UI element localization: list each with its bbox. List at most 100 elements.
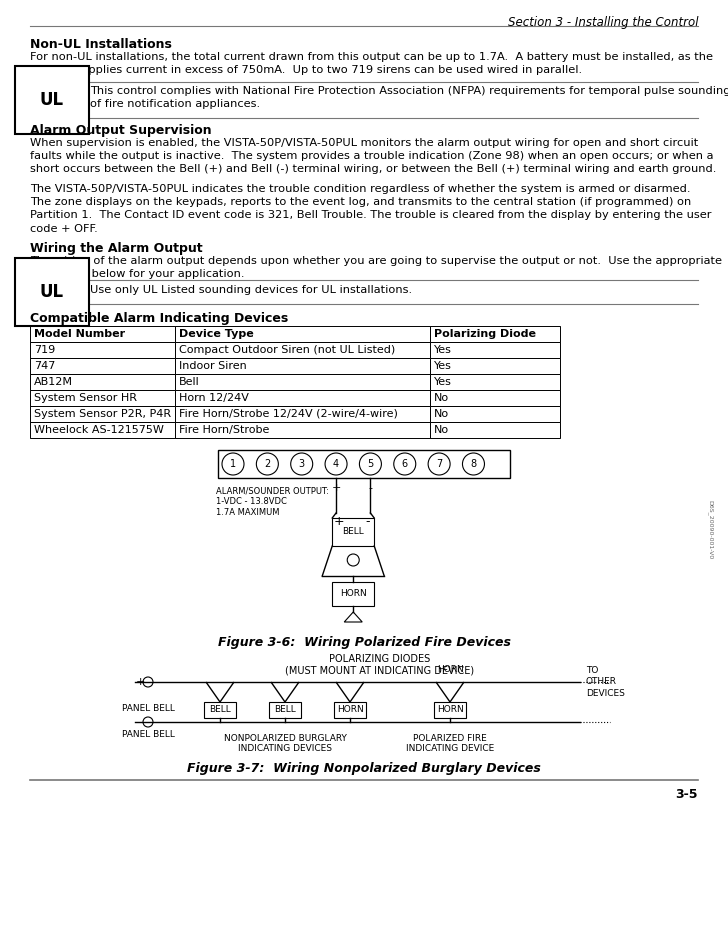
Text: This control complies with National Fire Protection Association (NFPA) requireme: This control complies with National Fire… <box>90 86 728 109</box>
Text: Compatible Alarm Indicating Devices: Compatible Alarm Indicating Devices <box>30 312 288 325</box>
Circle shape <box>325 453 347 475</box>
Text: No: No <box>434 425 449 435</box>
Circle shape <box>143 677 153 687</box>
Bar <box>30 406 175 422</box>
Circle shape <box>256 453 278 475</box>
Text: The wiring of the alarm output depends upon whether you are going to supervise t: The wiring of the alarm output depends u… <box>30 256 722 279</box>
Polygon shape <box>344 612 363 622</box>
Text: Yes: Yes <box>434 345 452 355</box>
Text: No: No <box>434 393 449 403</box>
Bar <box>430 374 560 390</box>
Circle shape <box>394 453 416 475</box>
Text: PANEL BELL: PANEL BELL <box>122 730 175 739</box>
Bar <box>30 390 175 406</box>
Bar <box>334 702 366 718</box>
Text: HORN: HORN <box>336 705 363 715</box>
Text: HORN: HORN <box>437 705 464 715</box>
Text: D6S_20090-001-V0: D6S_20090-001-V0 <box>707 501 713 559</box>
Circle shape <box>462 453 484 475</box>
Text: 2: 2 <box>264 459 271 469</box>
Circle shape <box>428 453 450 475</box>
Text: When supervision is enabled, the VISTA-50P/VISTA-50PUL monitors the alarm output: When supervision is enabled, the VISTA-5… <box>30 138 716 174</box>
Bar <box>332 582 374 606</box>
Circle shape <box>290 453 313 475</box>
Text: Wiring the Alarm Output: Wiring the Alarm Output <box>30 242 202 255</box>
Text: -: - <box>365 515 370 528</box>
Text: -: - <box>368 483 373 493</box>
Text: BELL: BELL <box>342 527 364 537</box>
Text: 3-5: 3-5 <box>676 788 698 801</box>
Text: Fire Horn/Strobe: Fire Horn/Strobe <box>179 425 269 435</box>
Bar <box>332 518 374 546</box>
Bar <box>30 422 175 438</box>
Circle shape <box>347 554 359 566</box>
Bar <box>175 326 430 342</box>
Text: HORN: HORN <box>437 665 464 674</box>
Text: BELL: BELL <box>209 705 231 715</box>
Bar <box>30 358 175 374</box>
Text: +: + <box>331 483 341 493</box>
Text: Figure 3-6:  Wiring Polarized Fire Devices: Figure 3-6: Wiring Polarized Fire Device… <box>218 636 510 649</box>
Text: Figure 3-7:  Wiring Nonpolarized Burglary Devices: Figure 3-7: Wiring Nonpolarized Burglary… <box>187 762 541 775</box>
Text: 5: 5 <box>368 459 373 469</box>
Circle shape <box>222 453 244 475</box>
Text: UL: UL <box>40 283 64 301</box>
Text: Indoor Siren: Indoor Siren <box>179 361 247 371</box>
Text: ALARM/SOUNDER OUTPUT:
1-VDC - 13.8VDC
1.7A MAXIMUM: ALARM/SOUNDER OUTPUT: 1-VDC - 13.8VDC 1.… <box>216 486 329 517</box>
Text: System Sensor P2R, P4R: System Sensor P2R, P4R <box>34 409 171 419</box>
Text: +: + <box>135 677 145 687</box>
Text: Model Number: Model Number <box>34 329 125 339</box>
Text: The VISTA-50P/VISTA-50PUL indicates the trouble condition regardless of whether : The VISTA-50P/VISTA-50PUL indicates the … <box>30 184 711 234</box>
Text: Section 3 - Installing the Control: Section 3 - Installing the Control <box>507 16 698 29</box>
Circle shape <box>360 453 381 475</box>
Bar <box>175 358 430 374</box>
Text: +: + <box>334 515 344 528</box>
Text: PANEL BELL: PANEL BELL <box>122 704 175 713</box>
Bar <box>218 450 510 478</box>
Bar <box>30 326 175 342</box>
Text: POLARIZING DIODES
(MUST MOUNT AT INDICATING DEVICE): POLARIZING DIODES (MUST MOUNT AT INDICAT… <box>285 654 475 675</box>
Bar <box>430 326 560 342</box>
Bar <box>269 702 301 718</box>
Text: For non-UL installations, the total current drawn from this output can be up to : For non-UL installations, the total curr… <box>30 52 713 75</box>
Text: 3: 3 <box>298 459 305 469</box>
Bar <box>204 702 236 718</box>
Circle shape <box>143 717 153 727</box>
Text: Wheelock AS-121575W: Wheelock AS-121575W <box>34 425 164 435</box>
Bar <box>175 342 430 358</box>
Bar <box>30 342 175 358</box>
Text: HORN: HORN <box>340 589 367 599</box>
Text: Compact Outdoor Siren (not UL Listed): Compact Outdoor Siren (not UL Listed) <box>179 345 395 355</box>
Text: 6: 6 <box>402 459 408 469</box>
Bar <box>175 374 430 390</box>
Text: 1: 1 <box>230 459 236 469</box>
Text: UL: UL <box>40 91 64 109</box>
Text: Alarm Output Supervision: Alarm Output Supervision <box>30 124 212 137</box>
Bar <box>175 422 430 438</box>
Text: Fire Horn/Strobe 12/24V (2-wire/4-wire): Fire Horn/Strobe 12/24V (2-wire/4-wire) <box>179 409 398 419</box>
Text: 719: 719 <box>34 345 55 355</box>
Text: System Sensor HR: System Sensor HR <box>34 393 137 403</box>
Text: NONPOLARIZED BURGLARY
INDICATING DEVICES: NONPOLARIZED BURGLARY INDICATING DEVICES <box>223 734 347 753</box>
Text: POLARIZED FIRE
INDICATING DEVICE: POLARIZED FIRE INDICATING DEVICE <box>406 734 494 753</box>
Text: Use only UL Listed sounding devices for UL installations.: Use only UL Listed sounding devices for … <box>90 285 412 295</box>
Text: Bell: Bell <box>179 377 199 387</box>
Text: Non-UL Installations: Non-UL Installations <box>30 38 172 51</box>
Bar <box>430 422 560 438</box>
Bar <box>30 374 175 390</box>
Text: 8: 8 <box>470 459 477 469</box>
Bar <box>430 406 560 422</box>
Text: No: No <box>434 409 449 419</box>
Text: Device Type: Device Type <box>179 329 254 339</box>
Text: 7: 7 <box>436 459 442 469</box>
Bar <box>175 390 430 406</box>
Text: 4: 4 <box>333 459 339 469</box>
Text: BELL: BELL <box>274 705 296 715</box>
Bar <box>430 342 560 358</box>
Text: Polarizing Diode: Polarizing Diode <box>434 329 536 339</box>
Text: Yes: Yes <box>434 361 452 371</box>
Text: Yes: Yes <box>434 377 452 387</box>
Bar <box>430 358 560 374</box>
Bar <box>175 406 430 422</box>
Text: 747: 747 <box>34 361 55 371</box>
